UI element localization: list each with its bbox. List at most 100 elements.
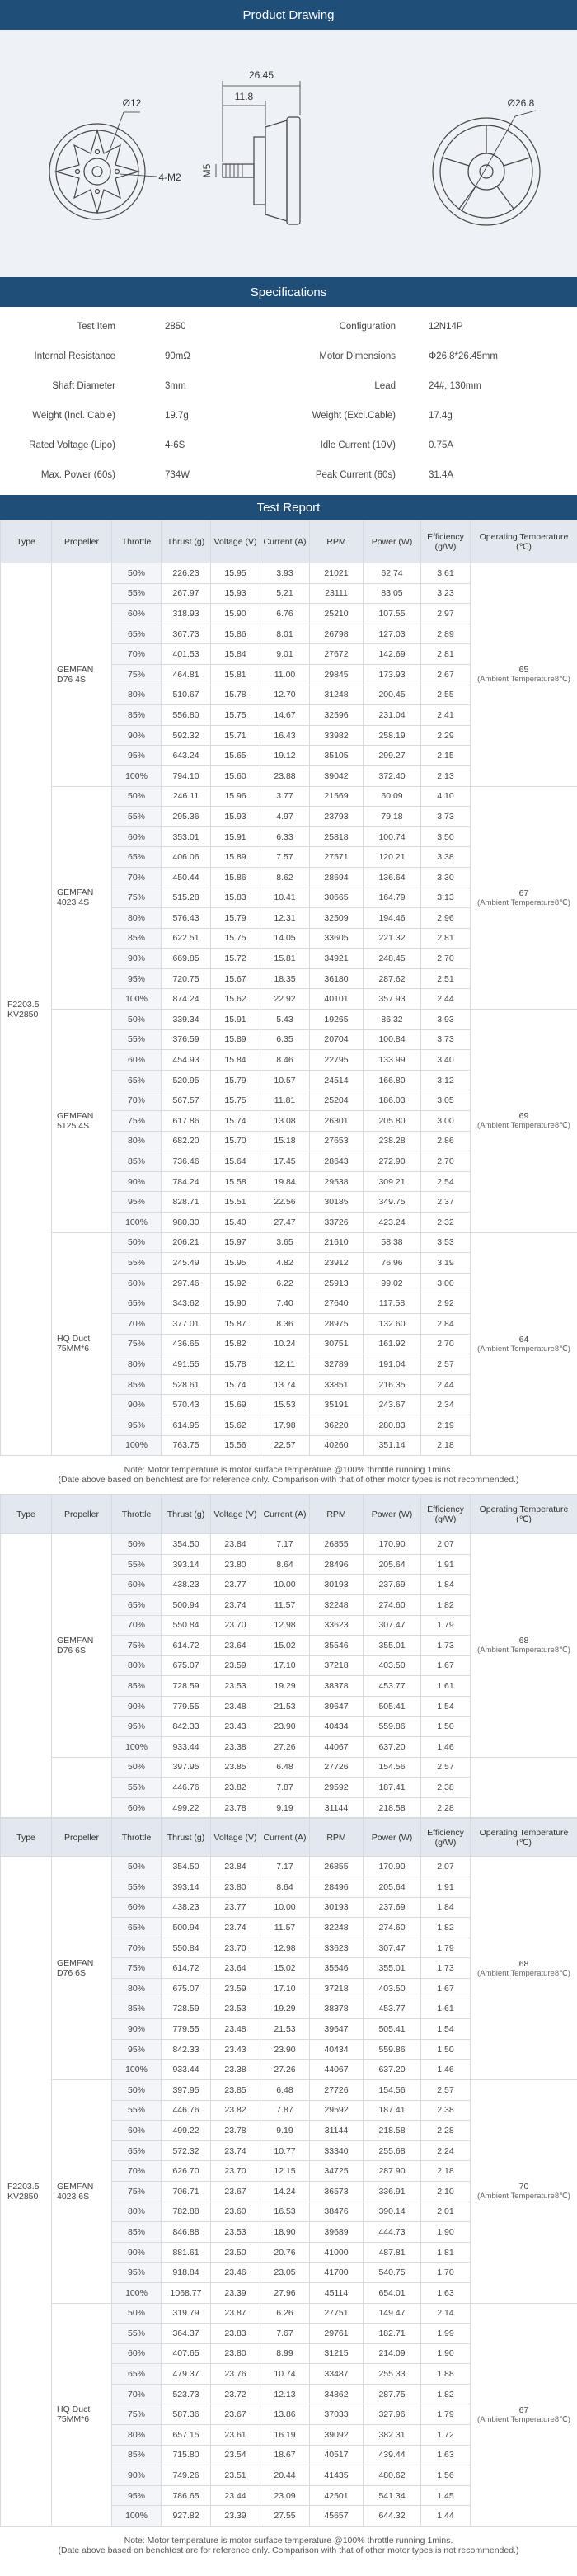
cell: 407.65 <box>161 2343 211 2365</box>
cell: 1.70 <box>420 2262 471 2283</box>
cell: 27.96 <box>260 2282 310 2304</box>
cell: 2.51 <box>420 968 471 990</box>
throttle: 80% <box>111 684 162 706</box>
cell: 33982 <box>309 724 364 746</box>
cell: 255.68 <box>363 2140 421 2162</box>
data-row: 70% 550.84 23.70 12.98 33623 307.47 1.79 <box>1 1614 577 1636</box>
data-row: 55% 393.14 23.80 8.64 28496 205.64 1.91 <box>1 1553 577 1575</box>
throttle: 50% <box>111 1756 162 1778</box>
cell: 15.62 <box>210 988 260 1010</box>
cell: 749.26 <box>161 2465 211 2486</box>
cell: 23.38 <box>210 2059 260 2080</box>
data-row: 55% 364.37 23.83 7.67 29761 182.71 1.99 <box>1 2323 577 2344</box>
cell: 7.87 <box>260 2099 310 2122</box>
cell: 41000 <box>309 2241 364 2263</box>
cell: 40434 <box>309 2038 364 2060</box>
temperature-value: 67 <box>518 2404 529 2415</box>
cell: 2.81 <box>420 643 471 665</box>
data-row: 100% 874.24 15.62 22.92 40101 357.93 2.44 <box>1 988 577 1010</box>
data-row: 70% 401.53 15.84 9.01 27672 142.69 2.81 <box>1 643 577 665</box>
column-header: Efficiency (g/W) <box>420 520 471 563</box>
temperature: 65 (Ambient Temperature8℃) <box>470 563 577 787</box>
data-row: 90% 570.43 15.69 15.53 35191 243.67 2.34 <box>1 1394 577 1415</box>
cell: 15.74 <box>210 1373 260 1396</box>
cell: 654.01 <box>363 2282 421 2304</box>
throttle: 75% <box>111 1333 162 1355</box>
cell: 556.80 <box>161 704 211 726</box>
spec-row: Internal Resistance 90mΩ Motor Dimensions Φ… <box>0 341 577 371</box>
spec-label: Max. Power (60s) <box>40 470 115 480</box>
cell: 487.81 <box>363 2241 421 2263</box>
throttle: 85% <box>111 704 162 726</box>
cell: 23.64 <box>210 1957 260 1979</box>
data-row: 70% 377.01 15.87 8.36 28975 132.60 2.84 <box>1 1312 577 1335</box>
column-header: RPM <box>309 1494 364 1535</box>
spec-value: 12N14P <box>429 322 463 332</box>
column-header: Propeller <box>51 1818 112 1858</box>
cell: 2.41 <box>420 704 471 726</box>
cell: 15.56 <box>210 1434 260 1457</box>
note-line: Note: Motor temperature is motor surface… <box>124 2536 453 2546</box>
cell: 17.98 <box>260 1414 310 1436</box>
throttle: 100% <box>111 988 162 1010</box>
cell: 15.53 <box>260 1394 310 1415</box>
cell: 295.36 <box>161 806 211 827</box>
data-row: 80% 782.88 23.60 16.53 38476 390.14 2.01 <box>1 2201 577 2223</box>
cell: 11.57 <box>260 1917 310 1938</box>
cell: 26855 <box>309 1856 364 1878</box>
cell: 12.31 <box>260 907 310 929</box>
cell: 12.98 <box>260 1614 310 1636</box>
cell: 28496 <box>309 1553 364 1575</box>
cell: 2.14 <box>420 2302 471 2324</box>
cell: 1.73 <box>420 1957 471 1979</box>
spec-label: Shaft Diameter <box>52 381 115 391</box>
cell: 682.20 <box>161 1130 211 1152</box>
throttle: 80% <box>111 1130 162 1152</box>
cell: 218.58 <box>363 1797 421 1819</box>
cell: 9.19 <box>260 2120 310 2141</box>
throttle: 50% <box>111 1231 162 1254</box>
data-row: 85% 736.46 15.64 17.45 28643 272.90 2.70 <box>1 1151 577 1172</box>
cell: 21610 <box>309 1231 364 1254</box>
cell: 13.86 <box>260 2404 310 2426</box>
cell: 33851 <box>309 1373 364 1396</box>
cell: 79.18 <box>363 806 421 827</box>
cell: 2.57 <box>420 1354 471 1375</box>
cell: 15.86 <box>210 623 260 645</box>
cell: 2.18 <box>420 2160 471 2182</box>
cell: 1.82 <box>420 2383 471 2405</box>
temperature-value: 69 <box>518 1111 529 1122</box>
data-row: 80% 675.07 23.59 17.10 37218 403.50 1.67 <box>1 1978 577 1999</box>
cell: 37218 <box>309 1978 364 1999</box>
cell: 28975 <box>309 1312 364 1335</box>
cell: 23.38 <box>210 1736 260 1758</box>
cell: 37033 <box>309 2404 364 2426</box>
data-row: 55% 295.36 15.93 4.97 23793 79.18 3.73 <box>1 806 577 827</box>
cell: 14.05 <box>260 927 310 949</box>
motor-type: F2203.5 KV2850 <box>0 562 52 1457</box>
cell: 1.67 <box>420 1655 471 1677</box>
cell: 33726 <box>309 1212 364 1233</box>
data-row: 80% 675.07 23.59 17.10 37218 403.50 1.67 <box>1 1655 577 1677</box>
cell: 15.71 <box>210 724 260 746</box>
data-table: Type Propeller Throttle Thrust (g) Voltage (… <box>0 520 577 1457</box>
throttle: 55% <box>111 1252 162 1274</box>
cell: 243.67 <box>363 1394 421 1415</box>
side-view <box>215 81 301 225</box>
cell: 377.01 <box>161 1312 211 1335</box>
temperature-value: 65 <box>518 665 529 676</box>
cell: 36180 <box>309 968 364 990</box>
column-header: Current (A) <box>260 520 310 563</box>
cell: 339.34 <box>161 1009 211 1030</box>
cell: 34862 <box>309 2383 364 2405</box>
cell: 10.77 <box>260 2140 310 2162</box>
temperature-value: 64 <box>518 1334 529 1345</box>
cell: 22.56 <box>260 1191 310 1213</box>
cell: 23.83 <box>210 2323 260 2344</box>
throttle: 70% <box>111 866 162 888</box>
cell: 23.59 <box>210 1978 260 1999</box>
cell: 16.43 <box>260 724 310 746</box>
cell: 2.84 <box>420 1312 471 1335</box>
cell: 39689 <box>309 2221 364 2243</box>
